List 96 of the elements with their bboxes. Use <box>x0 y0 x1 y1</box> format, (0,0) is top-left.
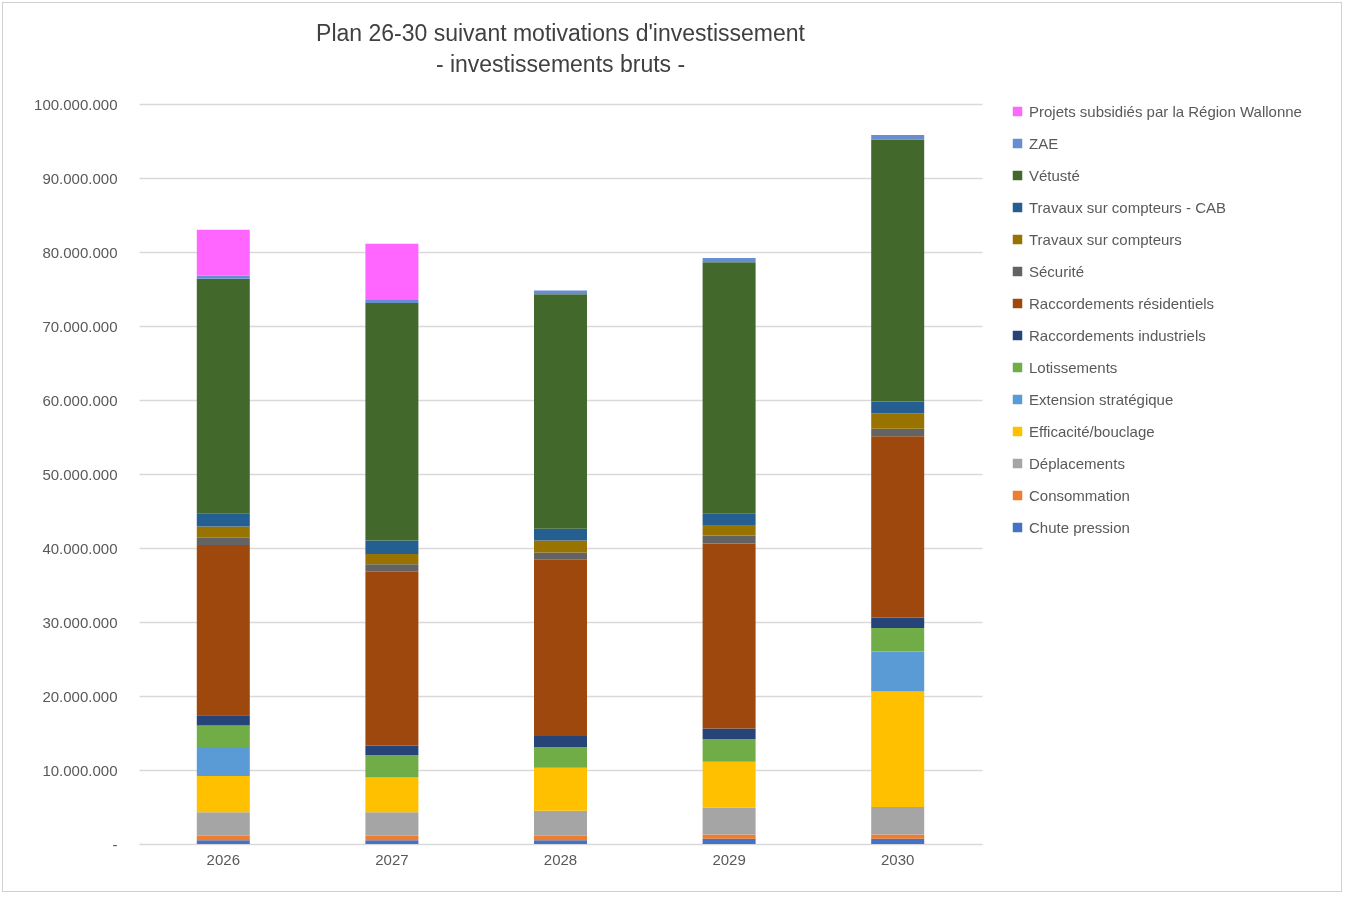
bar <box>534 735 587 748</box>
bar <box>534 840 587 844</box>
bar <box>365 571 419 746</box>
bar <box>196 725 250 748</box>
bar <box>196 545 250 716</box>
bar <box>365 835 419 841</box>
bar <box>196 526 250 538</box>
bar <box>702 834 756 839</box>
bar <box>871 834 925 839</box>
bar <box>871 428 925 437</box>
bar <box>702 738 756 762</box>
legend-label: Travaux sur compteurs <box>1029 230 1182 248</box>
bar <box>871 651 925 692</box>
legend-label: Travaux sur compteurs - CAB <box>1029 198 1226 216</box>
bar <box>365 840 419 844</box>
bar <box>534 528 587 541</box>
bar <box>702 525 756 536</box>
y-tick-label: 100.000.000 <box>34 95 118 113</box>
bar <box>365 540 419 554</box>
bar <box>702 257 756 263</box>
bar <box>534 290 587 295</box>
bar <box>196 513 250 527</box>
bar <box>196 537 250 546</box>
bar <box>196 275 250 279</box>
bar <box>871 139 925 402</box>
bar <box>365 812 419 836</box>
bar <box>365 755 419 778</box>
bar <box>871 436 925 618</box>
legend-label: Vétusté <box>1029 166 1080 184</box>
legend-label: Raccordements résidentiels <box>1029 294 1215 312</box>
bar <box>702 513 756 526</box>
bar <box>702 535 756 544</box>
y-tick-label: 80.000.000 <box>42 243 118 261</box>
legend-label: Sécurité <box>1029 262 1085 280</box>
bar <box>534 552 587 560</box>
bar <box>871 807 925 835</box>
bar <box>702 262 756 514</box>
legend-label: Extension stratégique <box>1029 390 1174 408</box>
x-tick-label: 2028 <box>543 850 578 868</box>
bar <box>196 747 250 776</box>
chart-subtitle: - investissements bruts - <box>435 51 686 77</box>
bar <box>534 540 587 553</box>
x-tick-label: 2029 <box>712 850 746 868</box>
x-tick-label: 2030 <box>881 850 915 868</box>
bar <box>534 294 587 529</box>
bar <box>196 715 250 726</box>
legend-label: Déplacements <box>1029 454 1125 472</box>
legend-label: ZAE <box>1029 134 1059 152</box>
bar <box>871 627 925 652</box>
bar <box>196 278 250 514</box>
bar <box>365 777 419 813</box>
bar <box>702 761 756 808</box>
legend-label: Projets subsidiés par la Région Wallonne <box>1029 102 1302 120</box>
legend-label: Consommation <box>1029 486 1130 504</box>
bar <box>365 300 419 304</box>
y-tick-label: 30.000.000 <box>42 613 118 631</box>
bar <box>365 243 419 301</box>
x-tick-label: 2027 <box>375 850 409 868</box>
bar <box>534 810 587 836</box>
bar <box>702 543 756 729</box>
bar <box>702 807 756 835</box>
bar <box>871 691 925 807</box>
bar <box>365 303 419 541</box>
y-tick-label: 10.000.000 <box>42 761 118 779</box>
y-tick-label: 60.000.000 <box>42 391 118 409</box>
legend-label: Lotissements <box>1029 358 1118 376</box>
bar <box>534 767 587 811</box>
bar <box>534 559 587 736</box>
bar <box>196 840 250 844</box>
bar <box>534 835 587 841</box>
bar <box>534 747 587 768</box>
chart-title: Plan 26-30 suivant motivations d'investissement <box>316 20 806 46</box>
bar <box>871 838 925 844</box>
bar <box>871 401 925 414</box>
y-tick-label: - <box>112 835 118 853</box>
bar <box>365 745 419 756</box>
y-tick-label: 70.000.000 <box>42 317 118 335</box>
bar <box>365 564 419 572</box>
y-tick-label: 90.000.000 <box>42 169 118 187</box>
bar <box>702 728 756 739</box>
bar <box>702 838 756 844</box>
bar <box>196 812 250 836</box>
bar <box>196 835 250 841</box>
x-tick-label: 2026 <box>206 850 240 868</box>
bar <box>365 553 419 565</box>
y-tick-label: 20.000.000 <box>42 687 118 705</box>
bar <box>196 775 250 813</box>
y-tick-label: 40.000.000 <box>42 539 118 557</box>
bar <box>196 229 250 276</box>
bar <box>871 135 925 140</box>
legend-label: Raccordements industriels <box>1029 326 1206 344</box>
legend-label: Efficacité/bouclage <box>1029 422 1155 440</box>
bar <box>871 413 925 429</box>
legend-label: Chute pression <box>1029 518 1130 536</box>
bar <box>871 617 925 628</box>
y-tick-label: 50.000.000 <box>42 465 118 483</box>
